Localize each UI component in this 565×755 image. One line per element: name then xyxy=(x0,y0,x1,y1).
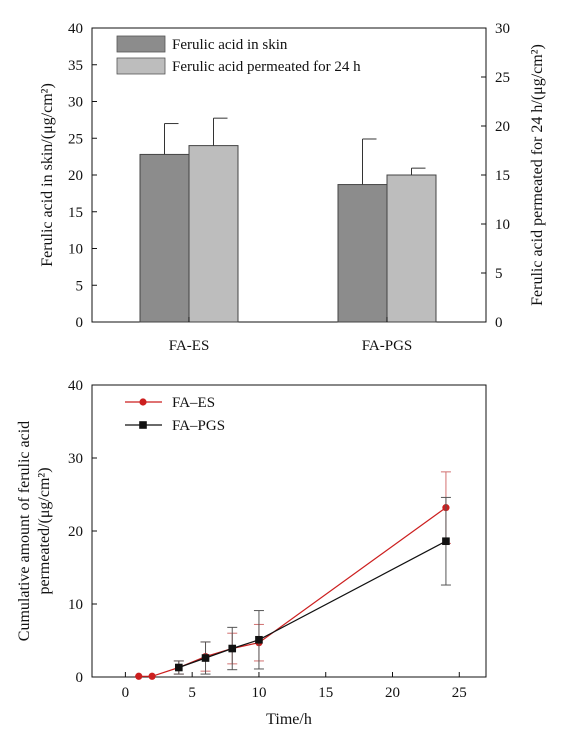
bar xyxy=(188,145,239,323)
legend-label: Ferulic acid in skin xyxy=(172,37,288,53)
legend-label: Ferulic acid permeated for 24 h xyxy=(172,59,361,75)
y-tick-label: 0 xyxy=(76,670,84,686)
y2-axis-title: Ferulic acid permeated for 24 h/(μg/cm²) xyxy=(529,44,546,306)
data-point xyxy=(228,644,237,653)
y2-tick-label: 0 xyxy=(495,315,503,331)
y2-tick-label: 10 xyxy=(495,217,510,233)
data-point xyxy=(135,672,143,680)
plot-frame xyxy=(91,384,487,678)
y-tick-label: 10 xyxy=(68,242,83,258)
x-tick-label: 15 xyxy=(318,685,333,701)
category-label: FA-PGS xyxy=(362,338,413,354)
y2-tick-label: 20 xyxy=(495,119,510,135)
y2-tick-label: 30 xyxy=(495,21,510,37)
category-label: FA-ES xyxy=(169,338,210,354)
y-tick-label: 40 xyxy=(68,21,83,37)
y2-tick-label: 25 xyxy=(495,70,510,86)
line-chart: 0 10 20 30 40 0 5 10 15 20 25 Time/h Cumulative amou… xyxy=(16,378,487,728)
data-point xyxy=(201,654,210,662)
data-point xyxy=(442,537,450,546)
x-tick-label: 0 xyxy=(122,685,130,701)
y-axis-title-line2: permeated/(μg/cm²) xyxy=(36,467,53,594)
x-axis-title: Time/h xyxy=(266,711,312,728)
bar xyxy=(139,153,190,323)
series-line xyxy=(138,507,447,677)
y-tick-label: 35 xyxy=(68,58,83,74)
y-tick-label: 20 xyxy=(68,168,83,184)
bar xyxy=(337,184,388,323)
y-axis-title-line1: Cumulative amount of ferulic acid xyxy=(16,421,33,641)
y-tick-label: 10 xyxy=(68,597,83,613)
legend-label: FA–ES xyxy=(172,395,215,411)
legend-label: FA–PGS xyxy=(172,418,225,434)
y-tick-label: 30 xyxy=(68,95,83,111)
bar-chart: 0 5 10 15 20 25 30 35 40 0 5 10 15 20 25 30 Ferulic acid… xyxy=(39,21,546,354)
bar xyxy=(386,174,437,323)
y2-tick-label: 15 xyxy=(495,168,510,184)
legend-marker xyxy=(139,398,147,406)
legend-swatch xyxy=(116,57,166,75)
y-tick-label: 30 xyxy=(68,451,83,467)
x-tick-label: 10 xyxy=(251,685,266,701)
data-point xyxy=(175,663,183,672)
data-point xyxy=(255,635,263,644)
y-tick-label: 15 xyxy=(68,205,83,221)
y-tick-label: 20 xyxy=(68,524,83,540)
y-tick-label: 40 xyxy=(68,378,83,394)
legend-swatch xyxy=(116,35,166,53)
x-tick-label: 5 xyxy=(188,685,196,701)
x-tick-label: 20 xyxy=(385,685,400,701)
legend-marker xyxy=(139,421,147,429)
y-tick-label: 0 xyxy=(76,315,84,331)
y-axis-title: Ferulic acid in skin/(μg/cm²) xyxy=(39,83,56,267)
y-tick-label: 25 xyxy=(68,131,83,147)
y2-tick-label: 5 xyxy=(495,266,503,282)
data-point xyxy=(148,672,156,680)
x-tick-label: 25 xyxy=(452,685,467,701)
y-tick-label: 5 xyxy=(76,278,84,294)
